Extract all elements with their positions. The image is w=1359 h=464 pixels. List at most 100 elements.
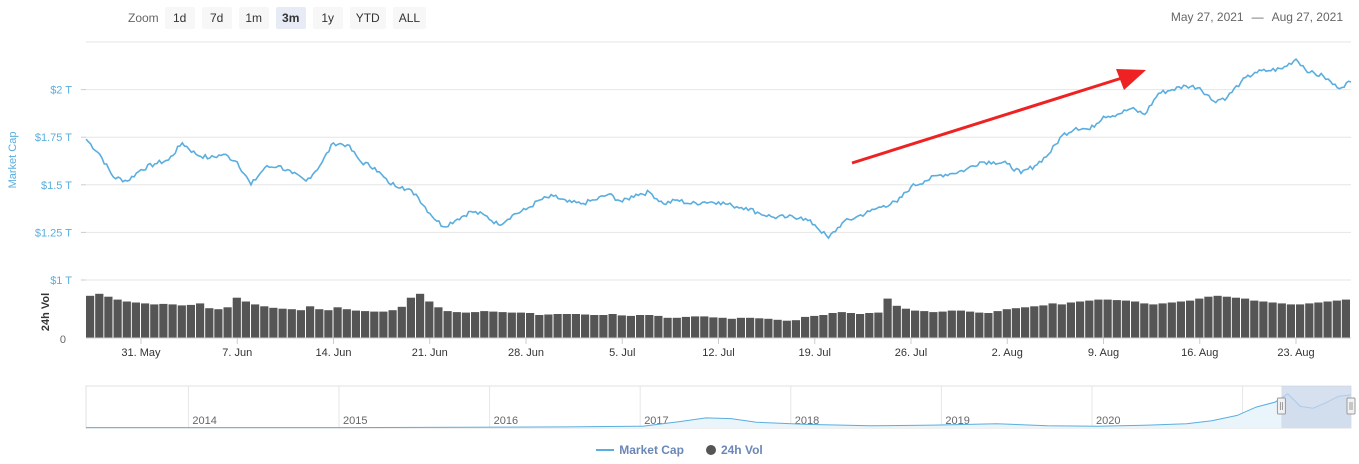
volume-bar <box>86 295 95 338</box>
volume-bar <box>370 311 379 338</box>
volume-bar <box>251 304 260 338</box>
volume-bar <box>828 313 837 338</box>
zoom-1m-button[interactable]: 1m <box>238 7 269 29</box>
navigator-year-label: 2015 <box>343 415 367 427</box>
volume-bar <box>461 312 470 338</box>
legend-item-24h-vol[interactable]: 24h Vol <box>705 443 763 457</box>
volume-bar <box>571 314 580 338</box>
volume-bar <box>544 314 553 338</box>
volume-bar <box>691 316 700 338</box>
volume-bar <box>150 304 159 338</box>
volume-bar <box>278 308 287 338</box>
volume-bar <box>590 315 599 338</box>
volume-axis-tick: 0 <box>60 334 66 346</box>
volume-bar <box>1021 307 1030 338</box>
volume-bar <box>159 303 168 338</box>
zoom-all-button[interactable]: ALL <box>392 7 427 29</box>
volume-bar <box>993 311 1002 338</box>
volume-bar <box>260 306 269 338</box>
navigator-handle[interactable] <box>1276 397 1286 415</box>
zoom-3m-button[interactable]: 3m <box>275 7 306 29</box>
legend-label-market-cap: Market Cap <box>619 443 684 457</box>
volume-bar <box>241 301 250 338</box>
volume-bar <box>709 317 718 338</box>
y-tick-label: $1.5 T <box>41 180 72 192</box>
volume-bar <box>1140 303 1149 338</box>
arrow-shaft <box>851 76 1123 165</box>
volume-bar <box>581 314 590 338</box>
volume-bar <box>287 309 296 338</box>
volume-bar <box>296 310 305 338</box>
volume-bar <box>801 316 810 338</box>
volume-bar <box>1039 305 1048 338</box>
volume-bar <box>379 311 388 338</box>
volume-bar <box>911 310 920 338</box>
volume-bar <box>480 311 489 338</box>
legend-item-market-cap[interactable]: Market Cap <box>596 443 684 457</box>
volume-bar <box>1066 302 1075 338</box>
volume-bar <box>929 312 938 338</box>
date-from[interactable]: May 27, 2021 <box>1170 10 1244 24</box>
date-to[interactable]: Aug 27, 2021 <box>1271 10 1343 24</box>
volume-bar <box>1149 304 1158 338</box>
volume-bar <box>113 299 122 338</box>
volume-bar <box>1158 303 1167 338</box>
zoom-ytd-button[interactable]: YTD <box>349 7 386 29</box>
zoom-1d-button[interactable]: 1d <box>164 7 195 29</box>
volume-bar <box>1085 300 1094 338</box>
volume-bar <box>865 313 874 338</box>
volume-bar <box>1222 296 1231 338</box>
y-axis: $1 T $1.25 T $1.5 T $1.75 T $2 T <box>35 85 86 287</box>
volume-bar <box>608 314 617 338</box>
volume-bar <box>324 310 333 338</box>
volume-bar <box>397 306 406 338</box>
volume-bar <box>342 309 351 338</box>
zoom-7d-button[interactable]: 7d <box>201 7 232 29</box>
volume-bar <box>810 315 819 338</box>
volume-bar <box>599 315 608 338</box>
volume-bar <box>1332 300 1341 338</box>
volume-bar <box>1030 306 1039 338</box>
legend-line-icon <box>596 449 615 451</box>
volume-bar <box>846 313 855 338</box>
volume-bar <box>1057 304 1066 338</box>
volume-bar <box>1259 301 1268 338</box>
volume-bar <box>746 317 755 338</box>
volume-bar <box>956 310 965 338</box>
volume-bar <box>1186 300 1195 338</box>
volume-bar <box>1241 298 1250 338</box>
x-tick-label: 26. Jul <box>895 347 927 359</box>
volume-bar <box>1002 309 1011 338</box>
x-tick-label: 31. May <box>121 347 161 359</box>
x-tick-label: 16. Aug <box>1181 347 1218 359</box>
zoom-1y-button[interactable]: 1y <box>312 7 343 29</box>
volume-bar <box>232 297 241 338</box>
date-range: May 27, 2021 — Aug 27, 2021 <box>1171 10 1343 24</box>
volume-bar <box>975 312 984 338</box>
market-cap-line[interactable] <box>85 57 1352 240</box>
x-axis: 31. May 7. Jun 14. Jun 21. Jun 28. Jun 5. Jul… <box>121 338 1315 359</box>
volume-bar <box>104 296 113 338</box>
volume-bar <box>1305 303 1314 338</box>
volume-bar <box>617 315 626 338</box>
volume-bar <box>1204 296 1213 338</box>
volume-bar <box>333 307 342 338</box>
x-tick-label: 5. Jul <box>609 347 635 359</box>
navigator-year-label: 2014 <box>192 415 216 427</box>
volume-bar <box>736 317 745 338</box>
volume-bar <box>1094 299 1103 338</box>
volume-bar <box>727 318 736 338</box>
volume-bar <box>920 311 929 338</box>
volume-bar <box>507 312 516 338</box>
navigator-handle[interactable] <box>1346 397 1356 415</box>
y-tick-label: $1.75 T <box>35 132 72 144</box>
navigator[interactable]: 20142015201620172018201920202021 <box>85 385 1356 429</box>
volume-bar <box>122 301 131 338</box>
handle-body <box>1346 397 1356 415</box>
volume-bar <box>636 315 645 338</box>
volume-bar <box>1011 308 1020 338</box>
volume-bar <box>205 308 214 338</box>
x-tick-label: 12. Jul <box>702 347 734 359</box>
volume-bar <box>214 309 223 338</box>
